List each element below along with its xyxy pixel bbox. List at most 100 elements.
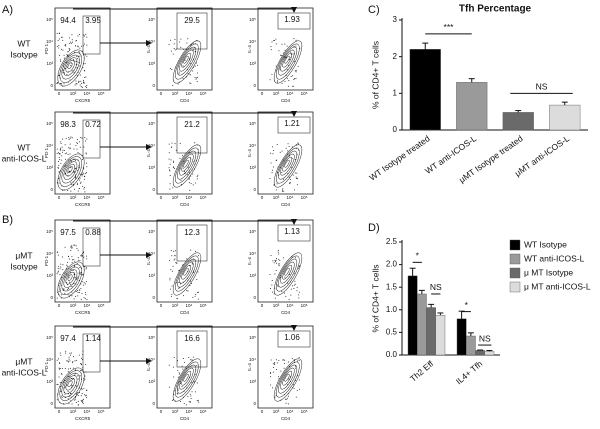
event-dot [68, 147, 70, 149]
x-tick-label: 10⁵ [98, 91, 105, 96]
event-dot [67, 265, 69, 267]
event-dot [67, 391, 69, 393]
event-dot [274, 260, 276, 262]
event-dot [84, 378, 86, 380]
event-dot [71, 256, 73, 258]
event-dot [296, 390, 298, 392]
event-dot [276, 159, 278, 161]
event-dot [75, 290, 77, 292]
event-dot [61, 397, 63, 399]
event-dot [71, 259, 73, 261]
event-dot [85, 172, 87, 174]
y-tick-label: 10⁴ [249, 357, 256, 362]
event-dot [66, 384, 68, 386]
contour [59, 264, 83, 295]
event-dot [276, 362, 278, 364]
event-dot [272, 371, 274, 373]
event-dot [60, 263, 62, 265]
y-tick-label: 0 [152, 295, 155, 300]
event-dot [63, 288, 65, 290]
event-dot [80, 181, 82, 183]
event-dot [77, 400, 79, 402]
event-dot [79, 74, 81, 76]
event-dot [83, 256, 85, 258]
event-dot [77, 46, 79, 48]
event-dot [69, 360, 71, 362]
event-dot [281, 150, 283, 152]
event-dot [275, 359, 277, 361]
event-dot [169, 68, 171, 70]
event-dot [75, 176, 77, 178]
event-dot [292, 75, 294, 77]
panel-label: A) [2, 4, 13, 16]
gate-value: 1.14 [85, 334, 101, 343]
gate [82, 119, 101, 159]
event-dot [62, 72, 64, 74]
gate-value: 3.95 [85, 16, 101, 25]
event-dot [298, 291, 300, 293]
event-dot [179, 373, 181, 375]
contour [183, 159, 189, 168]
event-dot [83, 82, 85, 84]
event-dot [70, 42, 72, 44]
event-dot [77, 375, 79, 377]
contour [273, 40, 303, 84]
event-dot [70, 246, 72, 248]
x-tick-label: 10⁴ [84, 409, 91, 414]
row-label: anti-ICOS-L [2, 153, 47, 163]
event-dot [293, 287, 295, 289]
event-dot [193, 381, 195, 383]
event-dot [196, 382, 198, 384]
event-dot [194, 51, 196, 53]
event-dot [56, 383, 58, 385]
event-dot [76, 142, 78, 144]
event-dot [79, 387, 81, 389]
event-dot [86, 138, 88, 140]
event-dot [71, 285, 73, 287]
event-dot [173, 393, 175, 395]
event-dot [84, 395, 86, 397]
event-dot [192, 49, 194, 51]
event-dot [67, 360, 69, 362]
y-tick-label: 0 [253, 83, 256, 88]
event-dot [178, 71, 180, 73]
event-dot [64, 153, 66, 155]
event-dot [81, 401, 83, 403]
event-dot [56, 297, 58, 299]
y-tick-label: 10³ [46, 61, 53, 66]
event-dot [176, 298, 178, 300]
event-dot [291, 146, 293, 148]
event-dot [74, 277, 76, 279]
event-dot [196, 62, 198, 64]
event-dot [71, 291, 73, 293]
x-tick-label: 0 [261, 91, 264, 96]
x-tick-label: 10⁴ [186, 195, 193, 200]
gate [82, 227, 101, 267]
event-dot [183, 295, 185, 297]
y-tick-label: 0 [253, 295, 256, 300]
event-dot [84, 43, 86, 45]
event-dot [77, 276, 79, 278]
event-dot [278, 258, 280, 260]
annotation: NS [536, 82, 548, 92]
event-dot [282, 359, 284, 361]
event-dot [78, 81, 80, 83]
event-dot [79, 375, 81, 377]
event-dot [59, 352, 61, 354]
event-dot [69, 43, 71, 45]
event-dot [82, 185, 84, 187]
event-dot [71, 70, 73, 72]
event-dot [168, 386, 170, 388]
y-tick-label: 10³ [148, 273, 155, 278]
event-dot [271, 169, 273, 171]
event-dot [71, 403, 73, 405]
event-dot [194, 391, 196, 393]
event-dot [86, 397, 88, 399]
x-tick-label: 10⁴ [186, 303, 193, 308]
event-dot [75, 278, 77, 280]
event-dot [189, 74, 191, 76]
event-dot [86, 84, 88, 86]
event-dot [271, 291, 273, 293]
event-dot [77, 249, 79, 251]
y-axis-label: PD-1 [44, 255, 49, 266]
